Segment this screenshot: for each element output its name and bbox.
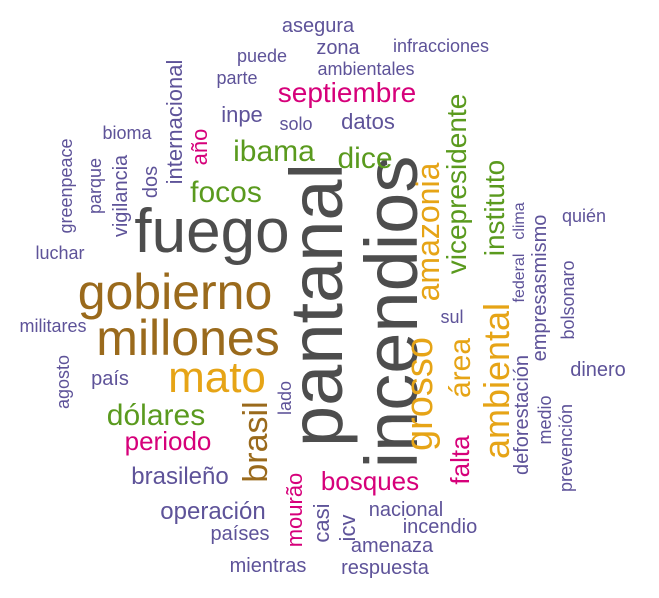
word: septiembre [277,77,417,108]
word: empresasmismo [529,214,551,362]
word: área [444,337,477,399]
word: amenaza [350,535,434,557]
word: operación [160,498,266,525]
word: lado [275,380,295,416]
word: ambientales [317,59,415,79]
word: parte [216,68,258,88]
word: grosso [399,336,441,452]
word: parque [85,157,105,215]
word: casi [309,503,334,543]
word: brasil [237,401,275,483]
word: gobierno [77,264,273,320]
word: bioma [102,123,152,143]
word: militares [19,316,87,336]
word: zona [316,37,360,59]
word: prevención [556,403,576,493]
word: federal [511,253,528,303]
word: bolsonaro [558,260,578,340]
word: año [187,128,212,166]
word: dinero [570,359,626,381]
word: ambiental [476,302,517,460]
word: instituto [479,159,510,257]
word: mientras [229,555,307,577]
word: puede [236,46,288,66]
word: dólares [106,399,206,432]
word: sul [440,307,464,327]
word: respuesta [341,557,429,579]
word: periodo [124,426,212,456]
word: nacional [368,499,444,521]
word: incendio [402,516,478,538]
word: brasileño [131,463,229,490]
word: internacional [162,59,187,185]
word: solo [279,114,313,134]
word: inpe [221,102,263,127]
word: datos [341,109,395,134]
word: quién [561,206,607,226]
word: clima [511,202,528,240]
word: infracciones [392,36,490,56]
word: medio [535,395,555,445]
word: asegura [281,15,355,37]
word: dice [337,142,393,175]
word: amazonia [410,162,446,302]
word: país [91,368,129,390]
word: luchar [35,243,85,263]
word: vicepresidente [441,93,472,275]
word: ibama [233,135,315,168]
word: países [210,523,270,545]
word: falta [445,435,475,485]
word: millones [96,310,280,366]
word: bosques [320,466,420,496]
word: dos [140,165,162,199]
word: greenpeace [56,138,76,234]
word: focos [190,176,262,209]
word: agosto [53,354,73,410]
word: fuego [134,197,290,266]
word: mourão [282,472,307,548]
word: mato [168,353,266,402]
word: deforestación [511,354,533,476]
word: vigilancia [110,154,132,238]
